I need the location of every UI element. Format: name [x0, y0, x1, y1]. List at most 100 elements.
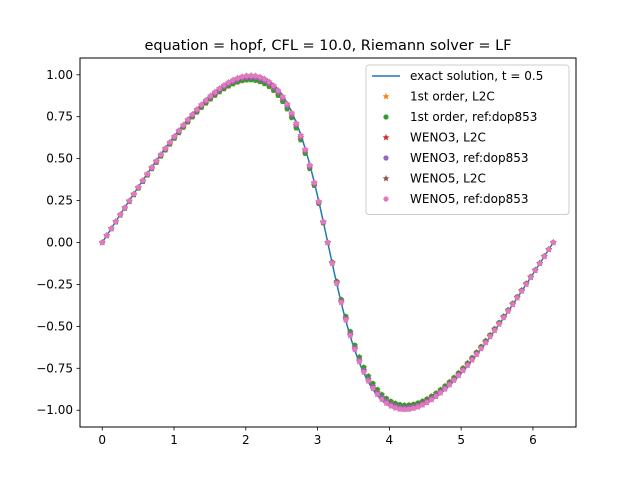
y-tick-label: 0.50	[46, 152, 73, 166]
data-point	[415, 404, 421, 410]
data-point	[532, 267, 538, 274]
y-tick-label: −0.25	[36, 277, 73, 291]
data-point	[383, 400, 389, 406]
data-point	[149, 164, 155, 170]
data-point	[248, 73, 254, 79]
data-point	[257, 74, 263, 80]
data-point	[239, 74, 245, 80]
data-point	[501, 315, 507, 321]
data-point	[460, 367, 466, 374]
data-point	[144, 171, 150, 177]
series-layer	[98, 72, 557, 413]
x-tick-label: 0	[98, 433, 106, 447]
data-point	[99, 239, 105, 246]
data-point	[446, 382, 453, 388]
data-point	[162, 145, 168, 151]
legend-item: 1st order, L2C	[382, 90, 495, 104]
data-point	[451, 377, 457, 383]
data-point	[185, 117, 191, 123]
data-point	[212, 89, 218, 95]
data-point	[234, 75, 241, 81]
data-point	[455, 372, 462, 379]
legend-label: 1st order, L2C	[410, 90, 495, 104]
data-point	[483, 340, 489, 346]
legend-item: WENO5, ref:dop853	[383, 192, 529, 206]
y-tick-label: −0.75	[36, 361, 73, 375]
data-point	[388, 403, 394, 409]
data-point	[464, 362, 471, 368]
data-point	[189, 111, 196, 118]
data-point	[546, 246, 552, 253]
data-point	[262, 76, 268, 82]
data-point	[338, 299, 344, 305]
data-point	[302, 146, 308, 153]
legend-item: WENO3, L2C	[382, 131, 486, 145]
legend-swatch-dot	[383, 196, 389, 202]
data-point	[153, 158, 159, 164]
data-point	[523, 281, 529, 287]
legend-item: WENO5, L2C	[382, 172, 486, 186]
data-point	[180, 122, 187, 128]
x-tick-label: 3	[314, 433, 322, 447]
data-point	[298, 132, 304, 139]
x-tick-label: 4	[386, 433, 394, 447]
data-point	[437, 390, 444, 396]
data-point	[406, 406, 412, 412]
data-point	[379, 396, 385, 402]
data-point	[221, 82, 227, 88]
data-point	[271, 83, 277, 89]
legend-item: 1st order, ref:dop853	[383, 110, 537, 124]
data-point	[158, 151, 164, 158]
data-point	[171, 133, 178, 139]
y-tick-label: 0.75	[46, 110, 73, 124]
data-point	[352, 346, 358, 353]
x-tick-label: 2	[242, 433, 250, 447]
data-point	[397, 406, 403, 412]
data-point	[126, 198, 132, 204]
data-point	[496, 321, 502, 327]
data-point	[492, 327, 498, 334]
legend-swatch-star	[382, 174, 390, 182]
data-point	[478, 346, 484, 352]
data-point	[401, 406, 408, 412]
data-point	[487, 334, 493, 340]
data-point	[167, 139, 173, 145]
data-point	[473, 351, 480, 357]
data-point	[316, 199, 322, 205]
data-point	[550, 239, 556, 246]
data-point	[140, 177, 146, 184]
data-point	[428, 397, 435, 403]
legend-label: WENO5, L2C	[410, 172, 486, 186]
data-point	[392, 405, 399, 411]
data-point	[433, 393, 439, 400]
data-point	[225, 79, 232, 86]
legend-item: WENO3, ref:dop853	[383, 151, 529, 165]
y-tick-label: −0.50	[36, 319, 73, 333]
data-point	[505, 308, 511, 314]
legend-box	[365, 64, 570, 215]
data-point	[243, 73, 250, 79]
data-point	[329, 260, 335, 266]
data-point	[135, 184, 141, 190]
data-point	[207, 93, 214, 99]
y-tick-label: 0.00	[46, 236, 73, 250]
data-point	[528, 274, 534, 280]
legend-label: WENO3, L2C	[410, 131, 486, 145]
data-point	[176, 128, 182, 134]
data-point	[361, 369, 367, 375]
data-point	[108, 225, 114, 232]
data-point	[537, 260, 543, 267]
x-tick-label: 1	[170, 433, 178, 447]
legend-swatch-star	[382, 92, 390, 100]
data-point	[374, 391, 380, 398]
legend-swatch-dot	[383, 114, 389, 120]
data-point	[419, 402, 426, 408]
data-point	[510, 301, 516, 308]
ticks-layer: 0 1 2 3 4 5 6 −1.00 −0.75 −0.50 −0.25 0.00 0.25 0.50 0…	[36, 68, 537, 447]
legend-label: 1st order, ref:dop853	[410, 110, 537, 124]
data-point	[514, 295, 520, 301]
data-point	[203, 97, 209, 103]
data-point	[410, 405, 417, 411]
data-point	[117, 211, 123, 218]
